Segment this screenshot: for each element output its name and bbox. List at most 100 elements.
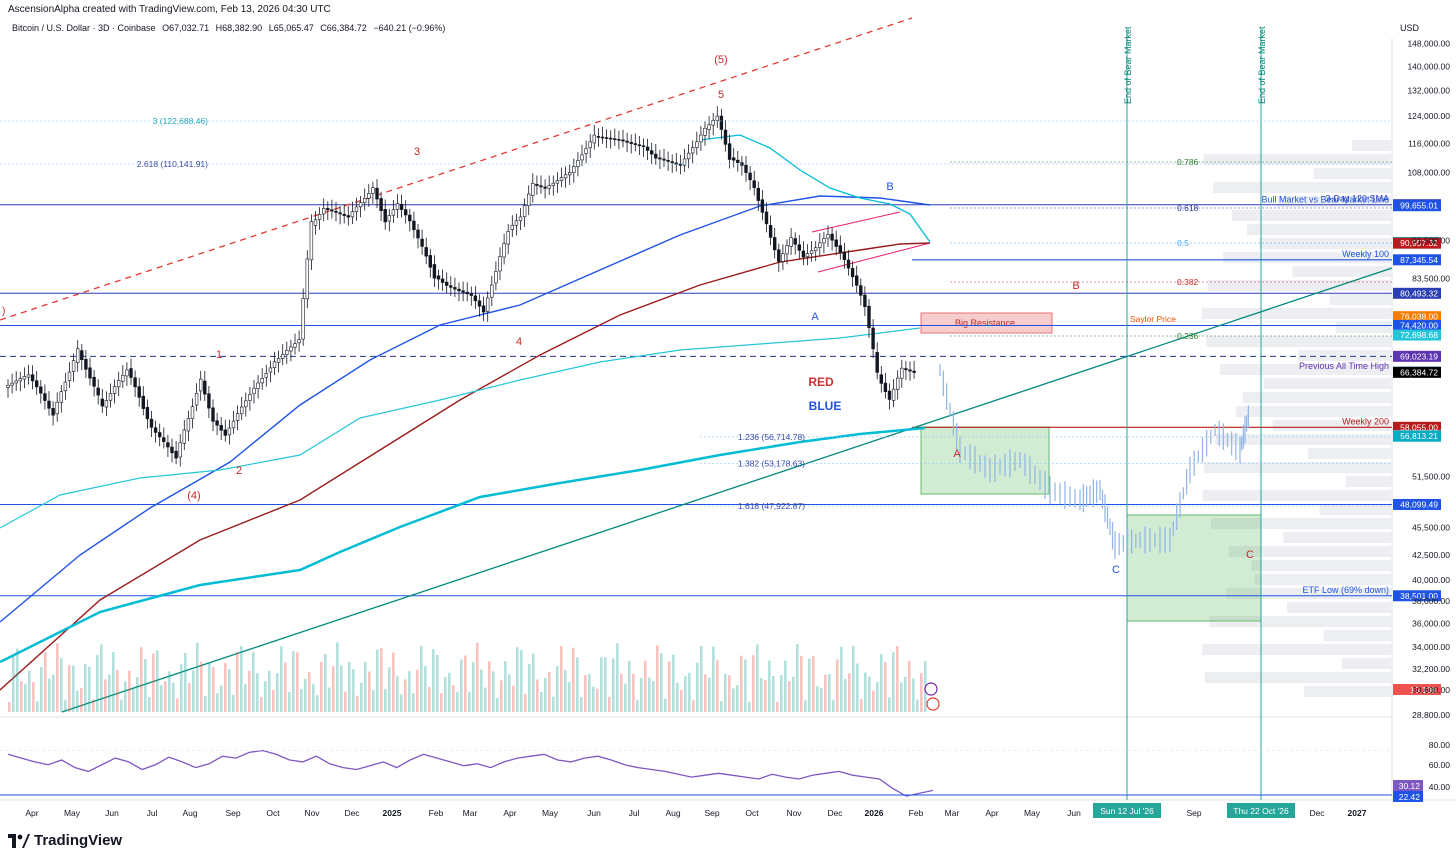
candle-body <box>231 420 236 429</box>
flag-upper <box>811 211 901 233</box>
candle-body <box>34 380 39 388</box>
price-tick: 40,000.00 <box>1412 575 1450 585</box>
candle-body <box>145 406 150 420</box>
volume-bar <box>884 662 887 712</box>
volume-profile-bar <box>1323 630 1392 641</box>
volume-profile-bar <box>1202 308 1392 319</box>
volume-bar <box>40 667 43 712</box>
candle-body <box>342 213 346 216</box>
candle-body <box>256 382 260 389</box>
candle-body <box>781 253 785 262</box>
volume-profile-bar <box>1226 588 1392 599</box>
volume-bar <box>576 657 579 712</box>
price-tick: 34,000.00 <box>1412 642 1450 652</box>
fib-left-label: 1.236 (56,714.78) <box>738 432 805 442</box>
candle-body <box>166 442 170 448</box>
candle-body <box>149 418 154 428</box>
candle-body <box>59 391 64 403</box>
wave-label: 2 <box>236 465 242 477</box>
wave-label: A <box>953 448 961 460</box>
volume-badge <box>1393 684 1441 695</box>
candle-body <box>321 208 326 215</box>
volume-bar <box>912 678 915 712</box>
time-tick: Sep <box>704 808 719 818</box>
volume-bar <box>880 654 883 712</box>
volume-profile-bar <box>1319 504 1392 515</box>
candle-body <box>379 198 383 211</box>
price-badge <box>1393 200 1441 212</box>
volume-bar <box>536 679 539 712</box>
tradingview-mark-icon <box>8 833 30 848</box>
volume-bar <box>572 647 575 712</box>
volume-profile-bar <box>1345 476 1392 487</box>
time-tick: Aug <box>665 808 680 818</box>
candle-body <box>219 425 223 431</box>
candle-body <box>600 136 605 139</box>
flag-event-icon <box>926 697 940 711</box>
volume-bar <box>776 701 779 712</box>
rsi-line <box>7 749 934 797</box>
volume-bar <box>524 693 527 712</box>
price-badge-value: 56,813.21 <box>1400 431 1438 441</box>
price-badge-value: 87,345.54 <box>1400 255 1438 265</box>
candle-body <box>887 390 892 400</box>
candle-body <box>637 144 642 147</box>
candle-body <box>822 238 826 244</box>
price-badge-value: 90,957.32 <box>1400 238 1438 248</box>
level-label: Weekly 200 <box>1342 416 1389 426</box>
volume-bar <box>252 652 255 712</box>
volume-bar <box>732 688 735 712</box>
candle-body <box>80 350 84 361</box>
volume-bar <box>840 646 843 712</box>
candle-body <box>662 158 666 161</box>
volume-bar <box>44 652 47 712</box>
projection-box-1 <box>920 426 1050 495</box>
candle-body <box>670 161 674 164</box>
volume-bar <box>876 681 879 712</box>
price-badge <box>1393 421 1441 433</box>
price-tick: 140,000.00 <box>1407 61 1450 71</box>
candle-body <box>703 127 707 136</box>
candle-body <box>645 146 650 151</box>
candle-body <box>153 427 158 433</box>
candle-body <box>563 174 568 179</box>
volume-bar <box>652 681 655 712</box>
price-badge-value: 80,493.32 <box>1400 288 1438 298</box>
volume-bar <box>292 651 295 712</box>
volume-bar <box>752 655 755 712</box>
candle-body <box>133 377 137 388</box>
volume-bar <box>628 660 631 712</box>
volume-bar <box>236 651 239 712</box>
candle-body <box>654 153 658 159</box>
volume-bar <box>856 663 859 712</box>
symbol-label[interactable]: Bitcoin / U.S. Dollar · 3D · Coinbase <box>12 23 156 33</box>
volume-bar <box>228 669 231 712</box>
sma-red <box>0 242 931 691</box>
symbol-ohlc-line: Bitcoin / U.S. Dollar · 3D · Coinbase O6… <box>12 23 449 33</box>
volume-bar <box>716 660 719 712</box>
volume-profile-bar <box>1254 574 1392 585</box>
volume-bar <box>376 649 379 712</box>
volume-profile-bar <box>1232 210 1392 221</box>
candle-body <box>14 380 18 384</box>
candle-body <box>354 206 359 212</box>
close-value: C66,384.72 <box>320 23 367 33</box>
candle-body <box>838 245 843 253</box>
volume-bar <box>872 690 875 712</box>
time-tick: May <box>64 808 81 818</box>
volume-bar <box>124 681 127 712</box>
candle-body <box>215 420 219 426</box>
volume-bar <box>656 645 659 712</box>
price-badge <box>1393 311 1441 323</box>
volume-bar <box>564 670 567 712</box>
volume-profile-bar <box>1277 196 1392 207</box>
candle-body <box>805 253 810 258</box>
candle-body <box>777 249 781 262</box>
currency-label[interactable]: USD <box>1400 23 1420 33</box>
level-label: Bull Market vs Bear Market Line <box>1261 195 1389 205</box>
candle-body <box>395 203 400 210</box>
candle-body <box>576 160 580 167</box>
candle-body <box>137 386 141 398</box>
volume-bar <box>52 674 55 712</box>
